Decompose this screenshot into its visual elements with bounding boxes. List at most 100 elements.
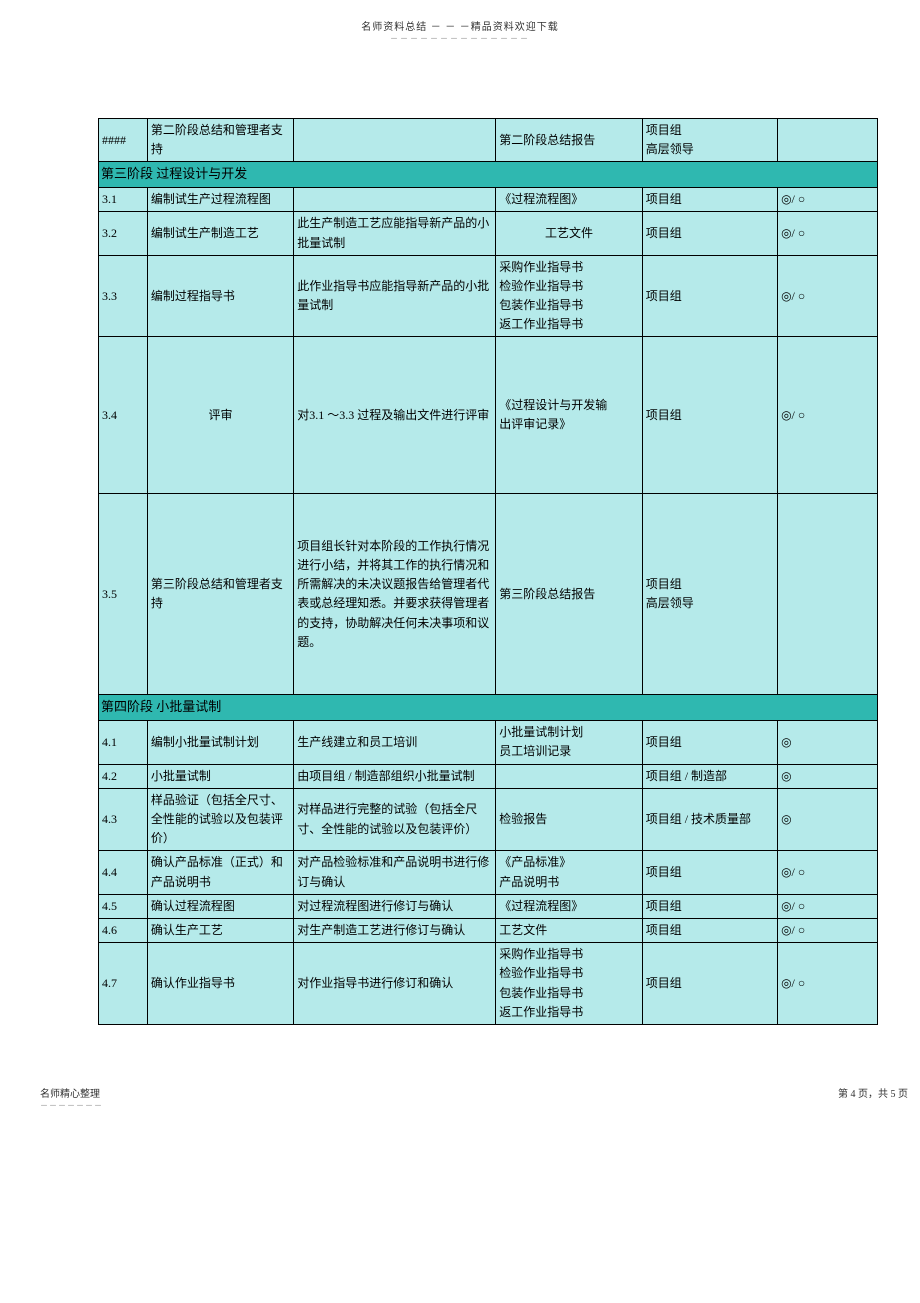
table-cell: 第二阶段总结报告 — [496, 119, 642, 162]
table-cell: 项目组 — [642, 721, 777, 764]
table-cell: 项目组高层领导 — [642, 494, 777, 695]
table-cell: 工艺文件 — [496, 918, 642, 942]
table-row: 4.2小批量试制由项目组 / 制造部组织小批量试制 项目组 / 制造部◎ — [99, 764, 878, 788]
table-cell: ◎/ ○ — [778, 188, 878, 212]
table-cell: 编制小批量试制计划 — [147, 721, 293, 764]
table-cell: 4.3 — [99, 788, 148, 851]
table-cell: 4.1 — [99, 721, 148, 764]
table-cell: 小批量试制计划员工培训记录 — [496, 721, 642, 764]
table-cell: 采购作业指导书检验作业指导书包装作业指导书返工作业指导书 — [496, 255, 642, 337]
table-cell: 项目组 — [642, 255, 777, 337]
table-cell: ◎ — [778, 788, 878, 851]
table-cell: 3.3 — [99, 255, 148, 337]
table-cell — [778, 119, 878, 162]
table-cell: #### — [99, 119, 148, 162]
table-cell: 此作业指导书应能指导新产品的小批量试制 — [294, 255, 496, 337]
table-row: 4.6确认生产工艺对生产制造工艺进行修订与确认工艺文件项目组◎/ ○ — [99, 918, 878, 942]
table-cell: 项目组 / 制造部 — [642, 764, 777, 788]
table-cell: 对3.1 ～3.3 过程及输出文件进行评审 — [294, 337, 496, 494]
table-cell: 确认过程流程图 — [147, 894, 293, 918]
table-cell: 样品验证（包括全尺寸、全性能的试验以及包装评价） — [147, 788, 293, 851]
table-cell: ◎/ ○ — [778, 255, 878, 337]
page-header: 名师资料总结 － － －精品资料欢迎下载 －－－－－－－－－－－－－－ — [0, 0, 920, 48]
table-cell: 项目组 / 技术质量部 — [642, 788, 777, 851]
table-row: 4.7确认作业指导书对作业指导书进行修订和确认采购作业指导书检验作业指导书包装作… — [99, 943, 878, 1025]
table-container: ####第二阶段总结和管理者支持 第二阶段总结报告项目组高层领导 第三阶段 过程设计… — [98, 118, 878, 1025]
table-cell: ◎ — [778, 721, 878, 764]
table-row: ####第二阶段总结和管理者支持第二阶段总结报告项目组高层领导 — [99, 119, 878, 162]
table-cell: 由项目组 / 制造部组织小批量试制 — [294, 764, 496, 788]
table-row: 3.4评审对3.1 ～3.3 过程及输出文件进行评审《过程设计与开发输出评审记录… — [99, 337, 878, 494]
table-cell: 项目组 — [642, 337, 777, 494]
header-line1: 名师资料总结 － － －精品资料欢迎下载 — [361, 22, 559, 33]
table-cell: 确认作业指导书 — [147, 943, 293, 1025]
footer-right: 第 4 页，共 5 页 — [838, 1085, 908, 1100]
table-cell: 4.5 — [99, 894, 148, 918]
table-row: 4.4确认产品标准（正式）和产品说明书对产品检验标准和产品说明书进行修订与确认《… — [99, 851, 878, 894]
table-cell: 项目组 — [642, 188, 777, 212]
table-row: 4.3样品验证（包括全尺寸、全性能的试验以及包装评价）对样品进行完整的试验（包括… — [99, 788, 878, 851]
table-cell: 《过程流程图》 — [496, 188, 642, 212]
table-row: 3.2编制试生产制造工艺此生产制造工艺应能指导新产品的小批量试制工艺文件项目组◎… — [99, 212, 878, 255]
table-cell: 第三阶段总结报告 — [496, 494, 642, 695]
table-cell: ◎/ ○ — [778, 894, 878, 918]
table-cell: 3.2 — [99, 212, 148, 255]
table-cell: 对生产制造工艺进行修订与确认 — [294, 918, 496, 942]
header-line2: －－－－－－－－－－－－－－ — [390, 34, 530, 43]
table-cell: 评审 — [147, 337, 293, 494]
table-cell: 项目组 — [642, 851, 777, 894]
table-cell: 确认产品标准（正式）和产品说明书 — [147, 851, 293, 894]
footer-left-line1: 名师精心整理 — [40, 1089, 100, 1100]
table-cell — [778, 494, 878, 695]
table-row: 3.5第三阶段总结和管理者支持项目组长针对本阶段的工作执行情况进行小结，并将其工… — [99, 494, 878, 695]
table-row: 3.1编制试生产过程流程图 《过程流程图》项目组◎/ ○ — [99, 188, 878, 212]
table-cell: 项目组长针对本阶段的工作执行情况进行小结，并将其工作的执行情况和所需解决的未决议… — [294, 494, 496, 695]
footer-left-line2: －－－－－－－ — [40, 1101, 103, 1110]
table-cell: 确认生产工艺 — [147, 918, 293, 942]
table-cell: 项目组 — [642, 943, 777, 1025]
table-cell: 对产品检验标准和产品说明书进行修订与确认 — [294, 851, 496, 894]
table-cell: 4.6 — [99, 918, 148, 942]
table-cell: 4.2 — [99, 764, 148, 788]
table-cell: 编制试生产制造工艺 — [147, 212, 293, 255]
table-cell: ◎/ ○ — [778, 337, 878, 494]
table-cell: 此生产制造工艺应能指导新产品的小批量试制 — [294, 212, 496, 255]
table-cell: 第三阶段总结和管理者支持 — [147, 494, 293, 695]
section-row: 第四阶段 小批量试制 — [99, 695, 878, 721]
main-table: ####第二阶段总结和管理者支持 第二阶段总结报告项目组高层领导 第三阶段 过程设计… — [98, 118, 878, 1025]
footer-page-number: 第 4 页，共 5 页 — [838, 1089, 908, 1100]
table-row: 4.1编制小批量试制计划生产线建立和员工培训小批量试制计划员工培训记录项目组◎ — [99, 721, 878, 764]
footer-left: 名师精心整理 －－－－－－－ — [40, 1085, 103, 1111]
table-cell: 检验报告 — [496, 788, 642, 851]
table-cell: 对作业指导书进行修订和确认 — [294, 943, 496, 1025]
table-cell: ◎/ ○ — [778, 918, 878, 942]
table-cell: 《过程设计与开发输出评审记录》 — [496, 337, 642, 494]
table-cell: 3.1 — [99, 188, 148, 212]
table-cell: 3.5 — [99, 494, 148, 695]
table-cell: ◎/ ○ — [778, 943, 878, 1025]
table-cell: ◎ — [778, 764, 878, 788]
table-cell — [294, 188, 496, 212]
section-label: 第三阶段 过程设计与开发 — [99, 162, 878, 188]
table-row: 3.3编制过程指导书此作业指导书应能指导新产品的小批量试制采购作业指导书检验作业… — [99, 255, 878, 337]
table-cell: 编制试生产过程流程图 — [147, 188, 293, 212]
table-cell — [496, 764, 642, 788]
table-cell: 4.4 — [99, 851, 148, 894]
table-cell: 工艺文件 — [496, 212, 642, 255]
table-cell: 采购作业指导书检验作业指导书包装作业指导书返工作业指导书 — [496, 943, 642, 1025]
table-cell: 《过程流程图》 — [496, 894, 642, 918]
table-row: 4.5确认过程流程图对过程流程图进行修订与确认《过程流程图》项目组◎/ ○ — [99, 894, 878, 918]
table-cell: 生产线建立和员工培训 — [294, 721, 496, 764]
table-cell: 第二阶段总结和管理者支持 — [147, 119, 293, 162]
table-cell: ◎/ ○ — [778, 212, 878, 255]
table-cell: 编制过程指导书 — [147, 255, 293, 337]
section-label: 第四阶段 小批量试制 — [99, 695, 878, 721]
section-row: 第三阶段 过程设计与开发 — [99, 162, 878, 188]
table-cell: ◎/ ○ — [778, 851, 878, 894]
table-cell: 小批量试制 — [147, 764, 293, 788]
table-cell: 对过程流程图进行修订与确认 — [294, 894, 496, 918]
table-cell: 《产品标准》产品说明书 — [496, 851, 642, 894]
table-cell — [294, 119, 496, 162]
table-cell: 项目组 — [642, 212, 777, 255]
table-cell: 对样品进行完整的试验（包括全尺寸、全性能的试验以及包装评价） — [294, 788, 496, 851]
